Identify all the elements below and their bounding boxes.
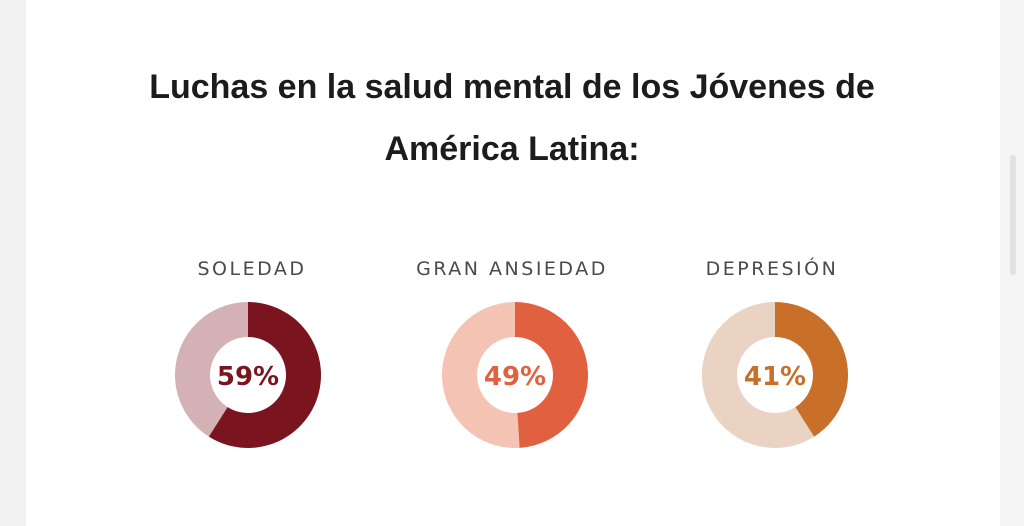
donut-percent-label: 49%: [484, 362, 546, 392]
donut-hole: [477, 337, 553, 413]
page-title: Luchas en la salud mental de los Jóvenes…: [0, 56, 1024, 180]
donut-label-depresion: DEPRESIÓN: [705, 258, 839, 280]
donut-soledad: 59%: [174, 302, 322, 448]
title-line-1: Luchas en la salud mental de los Jóvenes…: [149, 68, 875, 106]
donut-percent-label: 59%: [217, 362, 279, 392]
scrollbar-thumb[interactable]: [1010, 155, 1016, 275]
donut-depresion: 41%: [702, 302, 849, 448]
donut-percent-label: 41%: [744, 362, 806, 392]
title-line-2: América Latina:: [384, 130, 640, 168]
donut-hole: [737, 337, 813, 413]
donut-label-soledad: SOLEDAD: [197, 258, 307, 280]
donut-gran-ansiedad: 49%: [442, 302, 589, 448]
donut-hole: [210, 337, 286, 413]
donut-label-gran-ansiedad: GRAN ANSIEDAD: [416, 258, 608, 280]
